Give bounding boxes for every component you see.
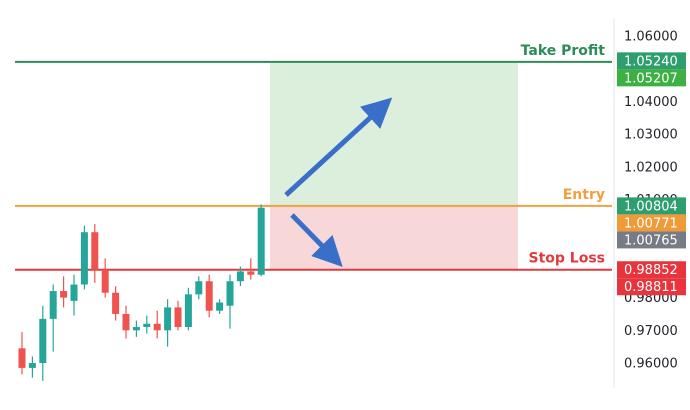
price-badge-bg [617, 197, 686, 215]
price-badge: 1.00804 [617, 197, 686, 215]
candle [257, 204, 265, 277]
candle-body [49, 291, 57, 319]
price-tick-label: 0.97000 [624, 324, 678, 339]
downward-arrow [290, 213, 343, 267]
price-badge: 1.00765 [617, 231, 686, 249]
candle-body [39, 318, 47, 363]
candle [226, 274, 234, 329]
price-badge: 0.98811 [617, 278, 686, 296]
candle-body [91, 232, 99, 270]
candle [205, 274, 213, 318]
take-profit-label: Take Profit [521, 43, 606, 59]
price-badge-label: 1.00771 [624, 216, 678, 231]
price-levels: Take Profit Entry Stop Loss [15, 43, 612, 271]
candle-body [164, 307, 172, 331]
price-badge-bg [617, 261, 686, 279]
price-tick-label: 1.06000 [624, 30, 678, 45]
price-badge-bg [617, 278, 686, 296]
candle-body [236, 271, 244, 282]
candle-body [122, 313, 130, 331]
candle [28, 356, 36, 378]
price-tick-label: 1.02000 [624, 160, 678, 175]
candle-body [80, 232, 88, 285]
price-badge-bg [617, 52, 686, 70]
candle [174, 300, 182, 331]
candle [247, 258, 255, 280]
price-badge-bg [617, 214, 686, 232]
candle-body [226, 281, 234, 306]
price-tick-label: 1.04000 [624, 95, 678, 110]
candle-body [184, 294, 192, 328]
candle-body [257, 207, 265, 275]
price-badge: 1.05240 [617, 52, 686, 70]
price-tick-label: 1.03000 [624, 128, 678, 143]
candlestick-series [18, 204, 265, 381]
candle [132, 320, 140, 337]
candle-body [132, 327, 140, 331]
candle [122, 305, 130, 339]
price-axis: 1.060001.040001.030001.020001.010000.980… [613, 18, 686, 388]
candle [236, 266, 244, 287]
loss-zone [270, 205, 518, 270]
candle-body [174, 307, 182, 328]
candle-body [143, 323, 151, 328]
candle [18, 331, 26, 375]
price-badge-label: 1.05207 [624, 71, 678, 86]
price-badge-label: 0.98811 [624, 280, 678, 295]
candle-body [101, 269, 109, 293]
price-badge-label: 1.00804 [624, 199, 678, 214]
price-badge: 1.00771 [617, 214, 686, 232]
candle [91, 224, 99, 283]
candle [143, 315, 151, 334]
price-badge-bg [617, 69, 686, 87]
candle-body [205, 281, 213, 311]
price-tick-label: 0.96000 [624, 357, 678, 372]
candle [153, 310, 161, 339]
direction-arrows [284, 97, 393, 267]
candle [39, 305, 47, 381]
candle [195, 276, 203, 300]
candle [80, 225, 88, 290]
candle [60, 276, 68, 308]
candle [112, 286, 120, 321]
position-zones [270, 61, 518, 270]
entry-label: Entry [563, 187, 605, 203]
candle-body [70, 284, 78, 301]
candle [101, 258, 109, 298]
candle-body [153, 323, 161, 331]
candle-body [28, 363, 36, 368]
candle-body [18, 348, 26, 368]
candle [70, 274, 78, 316]
price-badge-bg [617, 231, 686, 249]
candle-body [112, 292, 120, 314]
candle [164, 299, 172, 347]
candle-body [60, 291, 68, 298]
price-badge-label: 0.98852 [624, 263, 678, 278]
candle-body [195, 281, 203, 295]
stop-loss-label: Stop Loss [529, 251, 606, 267]
candle [49, 284, 57, 352]
price-badge-label: 1.00765 [624, 233, 678, 248]
candle-body [247, 271, 255, 275]
candle [184, 287, 192, 331]
price-badge: 1.05207 [617, 69, 686, 87]
price-badge-label: 1.05240 [624, 54, 678, 69]
candle-body [216, 302, 224, 311]
price-badge: 0.98852 [617, 261, 686, 279]
candle [216, 299, 224, 314]
upward-arrow [284, 97, 393, 197]
profit-zone [270, 61, 518, 206]
